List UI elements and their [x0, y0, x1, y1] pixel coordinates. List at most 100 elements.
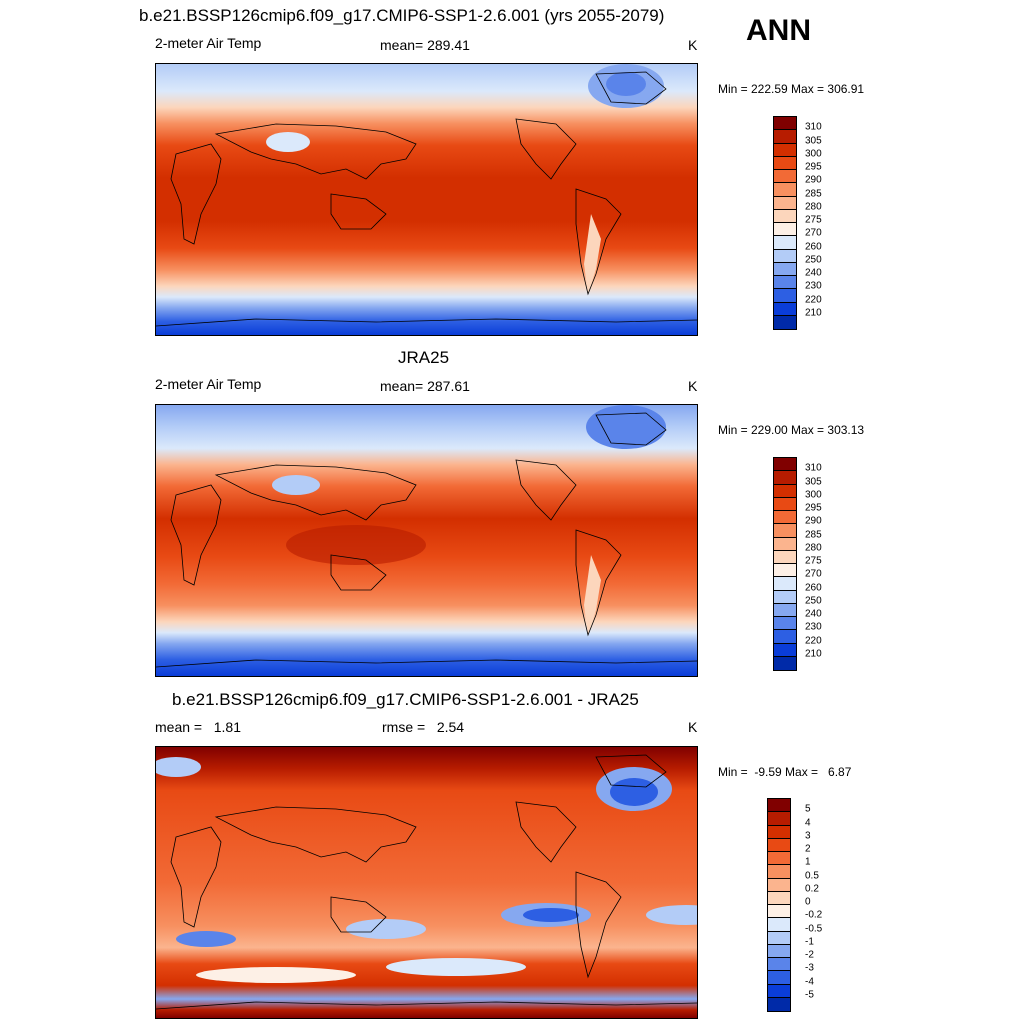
panel-1-units-label: K: [688, 37, 698, 53]
colorbar-swatch: [774, 603, 796, 617]
colorbar-swatch: [774, 577, 796, 591]
colorbar-swatch: [774, 524, 796, 538]
colorbar-swatch: [774, 156, 796, 170]
colorbar-swatch: [774, 564, 796, 578]
colorbar-swatch: [774, 617, 796, 631]
panel-1-coastlines: [156, 71, 697, 327]
colorbar-tick-label: 250: [805, 254, 822, 266]
colorbar-tick-label: 230: [805, 280, 822, 292]
panel-2-minmax: Min = 229.00 Max = 303.13: [718, 423, 865, 437]
panel-3-colorbar: [767, 798, 791, 1012]
panel-1-colorbar: [773, 116, 797, 330]
colorbar-tick-label: 285: [805, 529, 822, 540]
colorbar-swatch: [774, 590, 796, 604]
colorbar-swatch: [774, 183, 796, 197]
colorbar-swatch: [774, 537, 796, 551]
panel-3-map: [155, 746, 698, 1019]
colorbar-swatch: [774, 511, 796, 525]
colorbar-swatch: [774, 249, 796, 263]
colorbar-swatch: [768, 891, 790, 905]
colorbar-swatch: [774, 643, 796, 657]
colorbar-tick-label: 0: [805, 896, 811, 908]
colorbar-swatch: [774, 262, 796, 276]
colorbar-swatch: [774, 170, 796, 184]
colorbar-tick-label: 310: [805, 121, 822, 133]
colorbar-tick-label: 250: [805, 595, 822, 607]
colorbar-swatch: [774, 550, 796, 564]
colorbar-tick-label: -0.5: [805, 923, 823, 934]
panel-2-coastlines: [156, 412, 697, 668]
panel-3-coastlines: [156, 754, 697, 1010]
colorbar-tick-label: 240: [805, 608, 822, 620]
colorbar-tick-label: 280: [805, 201, 822, 213]
colorbar-tick-label: 1: [805, 856, 811, 868]
colorbar-swatch: [774, 302, 796, 316]
colorbar-tick-label: -1: [805, 936, 814, 948]
colorbar-tick-label: 210: [805, 648, 822, 660]
colorbar-tick-label: 310: [805, 462, 822, 474]
colorbar-swatch: [768, 971, 790, 985]
panel-3-title: b.e21.BSSP126cmip6.f09_g17.CMIP6-SSP1-2.…: [172, 690, 639, 709]
colorbar-tick-label: 295: [805, 161, 822, 173]
colorbar-swatch: [768, 958, 790, 972]
colorbar-swatch: [768, 838, 790, 852]
colorbar-swatch: [768, 812, 790, 826]
colorbar-tick-label: 4: [805, 817, 811, 828]
colorbar-tick-label: 275: [805, 555, 822, 567]
panel-1-variable-label: 2-meter Air Temp: [155, 35, 262, 51]
colorbar-tick-label: 300: [805, 489, 822, 501]
colorbar-tick-label: 305: [805, 135, 822, 146]
colorbar-swatch: [774, 143, 796, 157]
panel-3-mean-label: mean = 1.81: [155, 719, 242, 735]
colorbar-tick-label: 260: [805, 241, 822, 252]
colorbar-swatch: [768, 918, 790, 932]
colorbar-swatch: [774, 471, 796, 485]
colorbar-swatch: [774, 223, 796, 237]
panel-2-colorbar: [773, 457, 797, 671]
colorbar-tick-label: 290: [805, 515, 822, 527]
colorbar-swatch: [774, 209, 796, 223]
colorbar-tick-label: 210: [805, 307, 822, 319]
colorbar-tick-label: 295: [805, 502, 822, 514]
colorbar-tick-label: -3: [805, 962, 814, 974]
colorbar-swatch: [774, 276, 796, 290]
colorbar-tick-label: 2: [805, 843, 811, 855]
colorbar-swatch: [768, 878, 790, 892]
colorbar-swatch: [768, 865, 790, 879]
colorbar-tick-label: -4: [805, 976, 814, 987]
colorbar-swatch: [768, 825, 790, 839]
colorbar-tick-label: 220: [805, 635, 822, 646]
colorbar-tick-label: -5: [805, 989, 814, 1001]
colorbar-swatch: [774, 484, 796, 498]
colorbar-tick-label: 270: [805, 227, 822, 239]
colorbar-swatch: [768, 799, 790, 813]
season-label: ANN: [746, 14, 811, 47]
colorbar-swatch: [768, 852, 790, 866]
colorbar-swatch: [768, 997, 790, 1011]
panel-3-units-label: K: [688, 719, 698, 735]
colorbar-swatch: [774, 130, 796, 144]
colorbar-swatch: [774, 656, 796, 670]
colorbar-swatch: [768, 984, 790, 998]
colorbar-swatch: [768, 905, 790, 919]
panel-2-map: [155, 404, 698, 677]
colorbar-swatch: [774, 630, 796, 644]
panel-1-mean-label: mean= 289.41: [380, 37, 470, 53]
colorbar-swatch: [774, 196, 796, 210]
panel-2-title: JRA25: [398, 348, 450, 367]
panel-3-rmse-label: rmse = 2.54: [382, 719, 465, 735]
colorbar-swatch: [774, 117, 796, 131]
colorbar-tick-label: 0.5: [805, 870, 819, 881]
panel-1-map: [155, 63, 698, 336]
colorbar-swatch: [774, 289, 796, 303]
colorbar-swatch: [774, 458, 796, 472]
colorbar-tick-label: -0.2: [805, 909, 823, 921]
colorbar-tick-label: 290: [805, 174, 822, 186]
colorbar-tick-label: 230: [805, 621, 822, 633]
panel-2-units-label: K: [688, 378, 698, 394]
colorbar-tick-label: 280: [805, 542, 822, 554]
colorbar-swatch: [774, 315, 796, 329]
colorbar-tick-label: 240: [805, 267, 822, 279]
colorbar-tick-label: 285: [805, 188, 822, 199]
colorbar-tick-label: 270: [805, 568, 822, 580]
